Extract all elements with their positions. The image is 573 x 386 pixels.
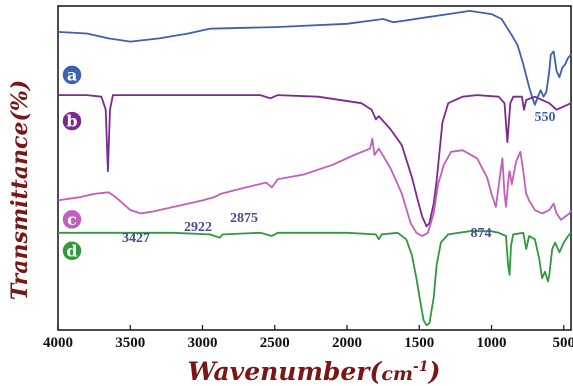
x-tick-label: 4000	[43, 335, 73, 351]
peak-label-3427: 3427	[122, 231, 150, 246]
badge-c-label: c	[67, 210, 77, 229]
y-axis-title: Transmittance(%)	[7, 80, 33, 300]
sample-badges: a b cd	[61, 64, 83, 262]
spectra-group	[57, 10, 572, 326]
x-tick-label: 1000	[477, 335, 507, 351]
series-line-d	[58, 230, 572, 326]
x-tick-label: 3000	[188, 335, 218, 351]
x-axis-title: Wavenumber(cm-1)	[188, 357, 441, 386]
peak-label-2875: 2875	[230, 211, 258, 226]
badge-d-label: d	[66, 241, 77, 260]
peak-annotations: 550 3427 2922 2875 874	[122, 110, 556, 246]
x-tick-label: 2500	[260, 335, 290, 351]
series-line-b	[58, 94, 572, 228]
badge-b-circle	[61, 110, 83, 132]
x-axis-title-exponent: -1	[413, 359, 429, 375]
x-axis-title-main: Wavenumber(	[188, 357, 383, 386]
x-tick-label: 500	[553, 335, 573, 351]
x-tick-label: 2000	[332, 335, 362, 351]
x-tick-label: 1500	[404, 335, 434, 351]
badge-d-circle	[61, 240, 83, 262]
series-line-c	[57, 137, 572, 237]
x-tick-label: 3500	[115, 335, 145, 351]
badge-c-circle	[61, 208, 83, 231]
peak-label-874: 874	[471, 226, 492, 241]
series-line-a	[57, 10, 572, 106]
peak-label-2922: 2922	[184, 220, 212, 235]
badge-a-circle	[61, 64, 83, 86]
plot-frame	[57, 5, 572, 331]
x-axis-ticks: 4000 3500 3000 2500 2000 1500 1000 500	[43, 325, 573, 351]
badge-a-label: a	[67, 65, 77, 84]
peak-label-550: 550	[535, 110, 556, 125]
x-axis-title-close: )	[428, 357, 441, 386]
x-axis-title-unit: cm	[381, 363, 413, 385]
badge-b-label: b	[66, 112, 77, 131]
